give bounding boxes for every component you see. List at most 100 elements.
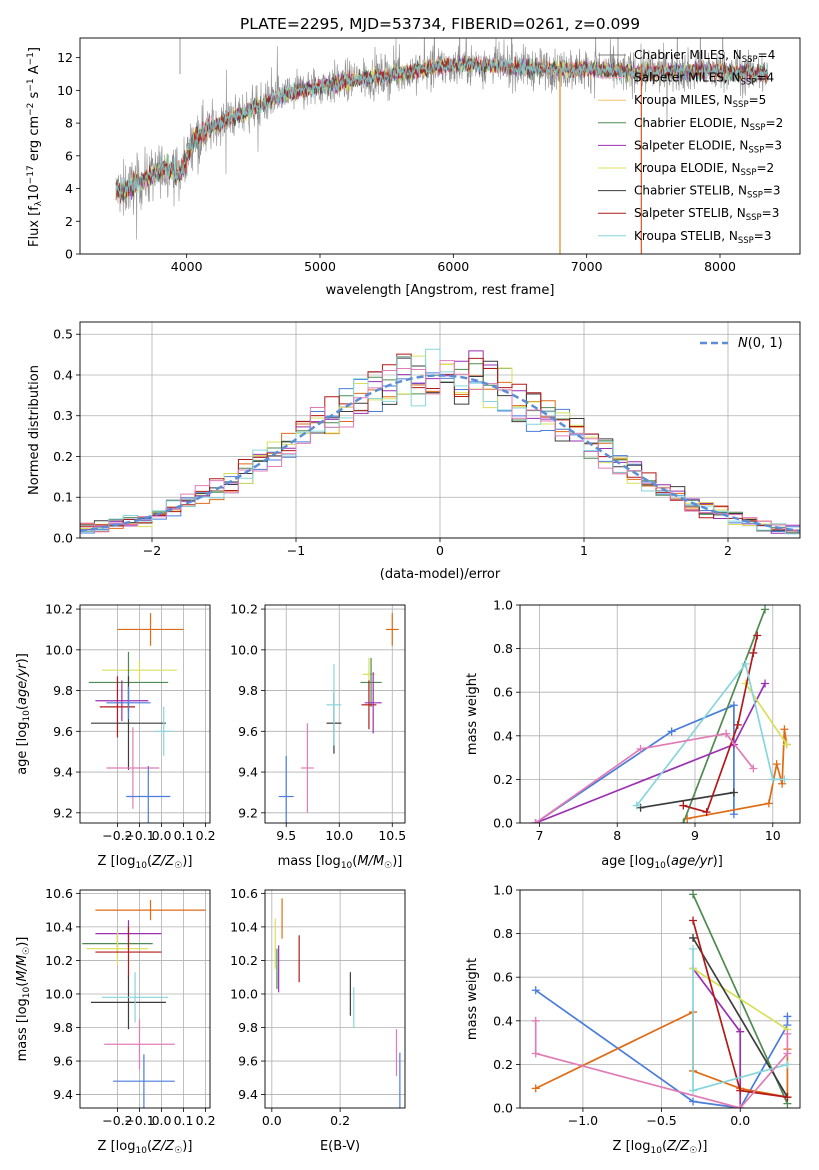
weight-marker [679, 819, 688, 823]
legend-label: N(0, 1) [738, 336, 783, 351]
x-tick-label: −0.2 [102, 1113, 132, 1128]
weight-marker [636, 744, 645, 753]
y-axis-label: mass weight [465, 958, 480, 1040]
y-tick-label: 4 [65, 181, 73, 196]
weight-marker [733, 720, 742, 729]
x-tick-label: 0.1 [174, 828, 194, 843]
y-tick-label: 0.0 [493, 816, 513, 831]
weight-marker [689, 1086, 698, 1095]
y-tick-label: 0.4 [493, 1013, 513, 1028]
weight-marker [722, 729, 731, 738]
weight-marker [679, 801, 688, 810]
spectrum-legend: Chabrier MILES, NSSP=4 Salpeter MILES, NS… [598, 48, 783, 246]
x-axis-label: Z [log10(Z/Z☉)] [613, 1139, 708, 1156]
y-tick-label: 10.2 [45, 602, 73, 617]
panel-age_vs_z: −0.2−0.10.0 0.1 0.2 9.2 9.4 9.6 9.8 10.0 10.2 Z [… [15, 602, 216, 871]
axes-frame [79, 604, 211, 824]
x-tick-label: 7000 [571, 259, 603, 274]
x-tick-label: 0.0 [152, 1113, 172, 1128]
residual-legend: N(0, 1) [700, 336, 783, 351]
panel-weight_vs_z: −1.0 −0.5 0.0 0.0 0.2 0.4 0.6 0.8 1.0 Z [log10(Z/… [465, 883, 801, 1156]
y-tick-label: 10.0 [45, 642, 73, 657]
axes-frame [519, 604, 801, 824]
x-axis-label: wavelength [Angstrom, rest frame] [326, 283, 555, 298]
spectrum-line [115, 38, 769, 240]
x-axis-label: age [log10(age/yr)] [601, 854, 723, 871]
y-tick-label: 12 [57, 50, 73, 65]
weight-marker [783, 1012, 792, 1021]
plot-area [531, 605, 791, 823]
weight-marker [782, 740, 791, 749]
legend-label: Chabrier MILES, NSSP=4 [634, 48, 775, 65]
weight-line [640, 791, 735, 809]
weight-marker [761, 679, 769, 688]
axes-frame [79, 321, 801, 539]
axes-frame [264, 889, 406, 1109]
y-tick-label: 10.2 [230, 953, 258, 968]
panel-age_vs_mass: 9.5 10.0 10.5 9.2 9.4 9.6 9.8 10.0 10.2 mass [log… [230, 602, 406, 871]
weight-marker [531, 1016, 540, 1025]
weight-marker [729, 701, 738, 710]
axes-frame [519, 889, 801, 1109]
x-tick-label: 0.2 [330, 1113, 350, 1128]
plot-area [115, 38, 769, 254]
plot-area [274, 898, 401, 1108]
x-tick-label: −0.1 [124, 1113, 154, 1128]
y-tick-label: 9.6 [53, 1054, 73, 1069]
y-tick-label: 10 [57, 83, 73, 98]
y-tick-label: 0.4 [493, 728, 513, 743]
x-tick-label: 7 [535, 828, 543, 843]
x-tick-label: 6000 [437, 259, 469, 274]
y-tick-label: 10.4 [230, 919, 258, 934]
plot-area [88, 613, 184, 823]
normal-curve [80, 374, 800, 533]
weight-marker [768, 775, 777, 784]
legend-label: Kroupa MILES, NSSP=5 [634, 93, 766, 110]
legend-label: Salpeter STELIB, NSSP=3 [634, 206, 779, 223]
axes-frame [79, 889, 211, 1109]
panel-residuals: −2 −1 0 1 2 0.0 0.1 0.2 0.3 0.4 0.5 N(0, 1) (data-mo… [27, 321, 801, 582]
x-tick-label: −1 [287, 543, 305, 558]
y-tick-label: 0.4 [53, 367, 73, 382]
legend-label: Salpeter ELODIE, NSSP=3 [634, 138, 782, 155]
y-tick-label: 10.0 [45, 986, 73, 1001]
x-tick-label: 10.5 [378, 828, 406, 843]
y-tick-label: 0 [65, 247, 73, 262]
x-tick-label: 0.2 [196, 828, 216, 843]
weight-marker [783, 1060, 792, 1069]
x-tick-label: 9 [691, 828, 699, 843]
plot-area [80, 348, 800, 538]
x-tick-label: 4000 [171, 259, 203, 274]
weight-marker [780, 725, 789, 734]
y-tick-label: 9.4 [238, 765, 258, 780]
y-axis-label: mass [log10(M/M☉)] [15, 937, 32, 1062]
y-tick-label: 10.6 [45, 886, 73, 901]
weight-marker [736, 1027, 745, 1036]
x-tick-label: 9.5 [276, 828, 296, 843]
weight-marker [689, 933, 698, 942]
weight-marker [689, 916, 698, 925]
y-tick-label: 9.4 [53, 765, 73, 780]
y-tick-label: 0.6 [493, 685, 513, 700]
plot-area [82, 900, 206, 1108]
weight-marker [689, 1097, 698, 1106]
y-tick-label: 10.6 [230, 886, 258, 901]
legend-label: Kroupa STELIB, NSSP=3 [634, 229, 772, 246]
weight-marker [749, 648, 758, 657]
y-tick-label: 9.6 [53, 724, 73, 739]
y-tick-label: 8 [65, 116, 73, 131]
x-tick-label: −0.2 [102, 828, 132, 843]
y-tick-label: 9.6 [238, 1054, 258, 1069]
weight-marker [531, 1049, 540, 1058]
weight-marker [783, 1029, 792, 1038]
legend-label: Salpeter MILES, NSSP=4 [634, 71, 774, 88]
weight-marker [729, 810, 738, 819]
y-tick-label: 0.3 [53, 408, 73, 423]
weight-line [636, 661, 785, 807]
weight-marker [783, 1093, 792, 1102]
y-tick-label: 0.8 [493, 641, 513, 656]
y-axis-label: age [log10(age/yr)] [15, 653, 32, 775]
y-tick-label: 2 [65, 214, 73, 229]
y-tick-label: 1.0 [493, 883, 513, 898]
